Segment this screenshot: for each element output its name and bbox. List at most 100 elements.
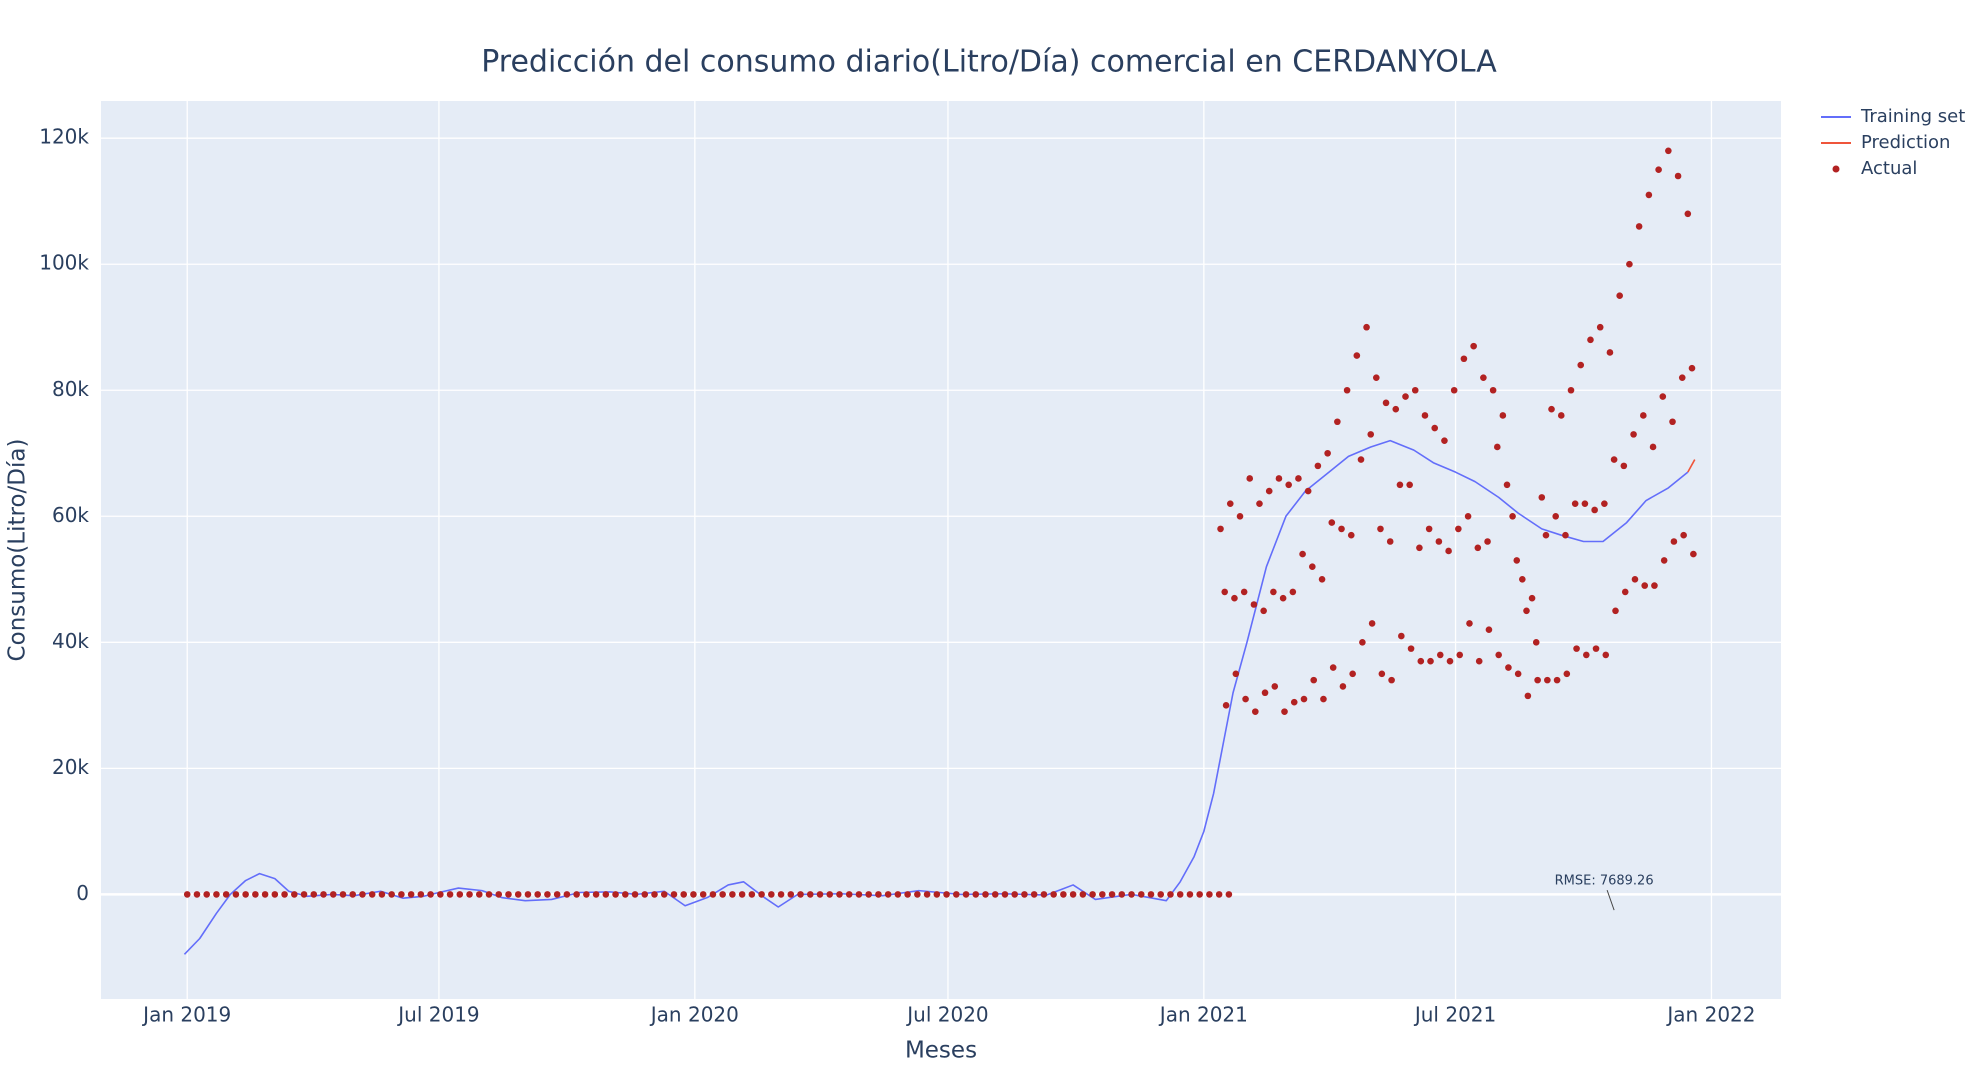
data-point [1587, 336, 1594, 344]
data-point [368, 891, 376, 898]
data-point [884, 891, 892, 898]
data-point [573, 891, 580, 898]
data-point [1581, 500, 1589, 507]
data-point [972, 891, 980, 898]
data-point [1368, 620, 1376, 627]
data-point [1602, 651, 1610, 659]
data-point [1314, 462, 1322, 470]
data-point [1236, 512, 1244, 520]
data-point [1631, 576, 1639, 583]
data-point [1421, 412, 1429, 419]
data-point [1626, 260, 1633, 268]
data-point [1416, 544, 1423, 552]
data-point [1557, 412, 1565, 419]
data-point [407, 891, 415, 898]
data-point [836, 891, 843, 898]
data-point [378, 891, 386, 898]
data-point [738, 891, 746, 898]
data-point [1378, 670, 1386, 678]
y-tick-label: 0 [76, 881, 89, 905]
data-point [1271, 683, 1279, 690]
data-point [816, 891, 824, 898]
data-point [563, 891, 571, 898]
data-point [923, 891, 931, 898]
data-point [1660, 557, 1668, 564]
data-point [680, 891, 688, 898]
data-point [933, 891, 941, 898]
data-point [495, 891, 503, 898]
data-point [699, 891, 707, 898]
data-point [602, 891, 610, 898]
data-point [991, 891, 999, 898]
data-point [1562, 531, 1569, 539]
data-point [1524, 692, 1532, 700]
data-point [1514, 670, 1522, 678]
data-point [291, 891, 298, 898]
data-point [1674, 172, 1682, 180]
data-point [1435, 538, 1443, 545]
marks [183, 147, 1697, 955]
data-point [1221, 588, 1229, 596]
data-point [1215, 891, 1223, 898]
data-point [1519, 576, 1526, 583]
data-point [1573, 645, 1580, 652]
annotation-arrow [1606, 889, 1615, 911]
data-point [1407, 645, 1415, 652]
data-point [1186, 891, 1194, 898]
data-point [1406, 481, 1413, 489]
data-point [1436, 651, 1444, 659]
x-axis-title: Meses [905, 1038, 977, 1064]
data-point [1499, 412, 1507, 419]
data-point [1592, 645, 1600, 652]
data-point [1456, 651, 1464, 659]
data-point [1532, 639, 1540, 646]
data-point [1509, 512, 1516, 520]
data-point [826, 891, 834, 898]
data-point [261, 891, 269, 898]
data-point [1398, 632, 1405, 640]
data-point [1548, 405, 1555, 413]
data-point [310, 891, 318, 898]
data-point [1582, 651, 1590, 659]
data-point [427, 891, 434, 898]
data-point [1612, 607, 1619, 615]
series-line [1687, 459, 1696, 473]
data-point [1167, 891, 1174, 898]
data-point [943, 891, 950, 898]
x-tick-label: Jul 2020 [905, 1003, 988, 1027]
data-point [1591, 506, 1598, 514]
data-point [1242, 695, 1249, 703]
data-point [1493, 443, 1501, 451]
data-point [1349, 670, 1356, 678]
data-point [398, 891, 405, 898]
data-point [787, 891, 795, 898]
data-point [1577, 361, 1585, 369]
data-point [1563, 670, 1571, 678]
data-point [952, 891, 960, 898]
data-point [1285, 481, 1292, 489]
data-point [1567, 386, 1575, 394]
data-point [1304, 487, 1312, 495]
data-point [193, 891, 201, 898]
data-point [1455, 525, 1462, 533]
data-point [660, 891, 668, 898]
data-point [1616, 292, 1623, 300]
data-point [252, 891, 259, 898]
data-point [612, 891, 619, 898]
data-point [748, 891, 756, 898]
data-point [1402, 393, 1409, 400]
y-axis-title: Consumo(Litro/Día) [5, 439, 31, 662]
data-point [183, 891, 191, 898]
data-point [1655, 166, 1662, 173]
data-point [1495, 651, 1502, 659]
data-point [1392, 405, 1400, 413]
data-point [1445, 547, 1452, 555]
data-point [1523, 607, 1530, 615]
data-point [203, 891, 210, 898]
data-point [1310, 676, 1318, 684]
x-tick-label: Jan 2021 [1158, 1003, 1248, 1027]
data-point [1261, 689, 1269, 697]
data-point [1640, 412, 1647, 419]
data-point [1411, 386, 1419, 394]
